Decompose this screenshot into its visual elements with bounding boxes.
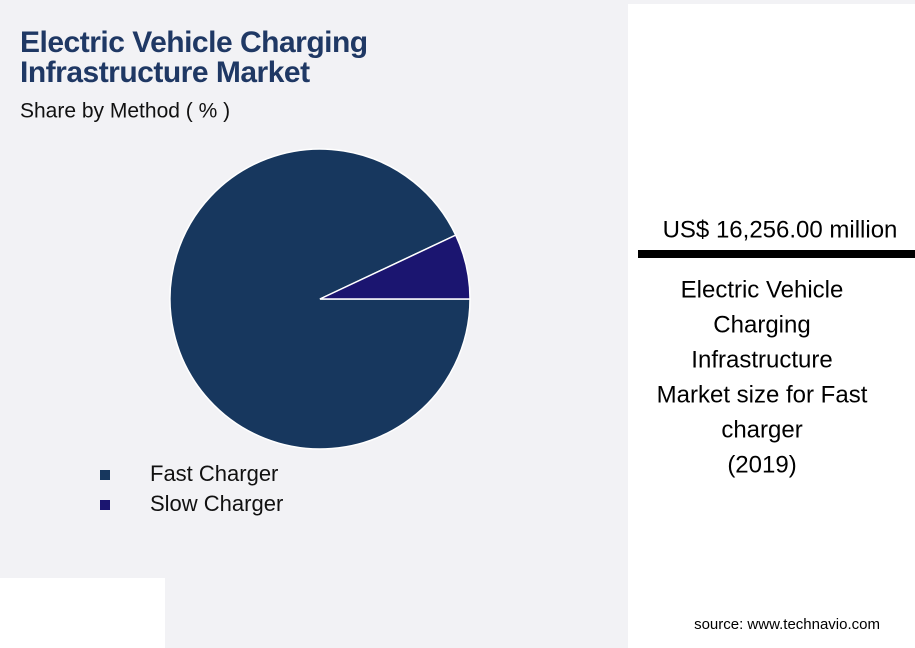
chart-title: Electric Vehicle Charging Infrastructure …: [20, 26, 368, 89]
legend-marker: [100, 470, 110, 480]
legend-label: Fast Charger: [150, 461, 278, 486]
divider: [638, 250, 915, 258]
chart-subtitle: Share by Method ( % ): [20, 100, 230, 123]
caption-line: (2019): [727, 451, 796, 478]
caption-line: Electric Vehicle: [681, 276, 844, 303]
footer-strip: [0, 578, 165, 648]
caption-line: charger: [721, 416, 802, 443]
legend-marker: [100, 500, 110, 510]
market-value: US$ 16,256.00 million: [663, 216, 898, 243]
caption-line: Infrastructure: [691, 346, 832, 373]
source: source: www.technavio.com: [694, 616, 880, 633]
caption-line: Market size for Fast: [657, 381, 868, 408]
pie-slice: [319, 234, 471, 300]
side-panel: [628, 4, 915, 648]
caption-line: Charging: [713, 311, 810, 338]
legend-label: Slow Charger: [150, 491, 283, 516]
